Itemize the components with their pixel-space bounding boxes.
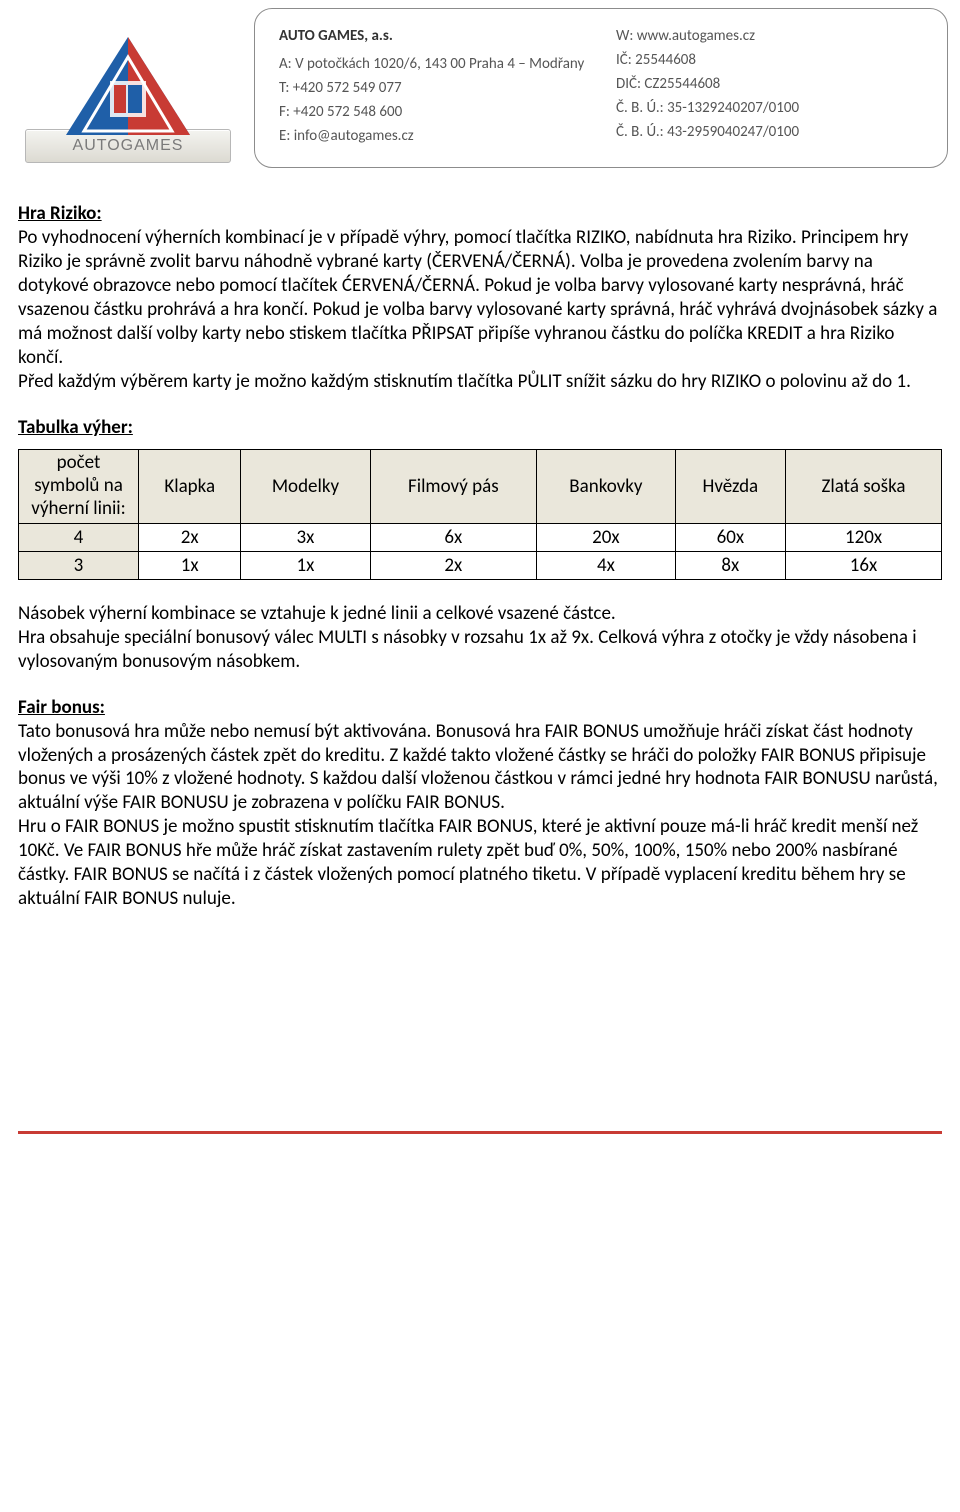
table-header: Hvězda <box>675 450 785 523</box>
company-web: W: www.autogames.cz <box>616 27 923 45</box>
fair-title: Fair bonus: <box>18 696 942 720</box>
riziko-title: Hra Riziko: <box>18 202 942 226</box>
table-title: Tabulka výher: <box>18 416 942 440</box>
document-body: Hra Riziko: Po vyhodnocení výherních kom… <box>0 192 960 911</box>
table-header: Modelky <box>241 450 370 523</box>
table-cell: 120x <box>786 523 942 551</box>
page-header: AUTOGAMES AUTO GAMES, a.s. A: V potočkác… <box>0 0 960 192</box>
company-name: AUTO GAMES, a.s. <box>279 27 586 45</box>
table-header: Bankovky <box>537 450 676 523</box>
below-table-p1: Násobek výherní kombinace se vztahuje k … <box>18 602 942 626</box>
company-info-col-1: AUTO GAMES, a.s. A: V potočkách 1020/6, … <box>279 27 586 151</box>
table-cell: 8x <box>675 551 785 579</box>
table-cell: 2x <box>139 523 241 551</box>
table-row: počet symbolů na výherní linii:KlapkaMod… <box>19 450 942 523</box>
table-cell: 20x <box>537 523 676 551</box>
fair-paragraph-2: Hru o FAIR BONUS je možno spustit stiskn… <box>18 815 942 911</box>
table-header: Filmový pás <box>370 450 537 523</box>
company-acc2: Č. B. Ú.: 43-2959040247/0100 <box>616 123 923 141</box>
company-email: E: info@autogames.cz <box>279 127 586 145</box>
logo: AUTOGAMES <box>12 8 244 188</box>
fair-paragraph-1: Tato bonusová hra může nebo nemusí být a… <box>18 720 942 816</box>
company-dic: DIČ: CZ25544608 <box>616 75 923 93</box>
table-row: 31x1x2x4x8x16x <box>19 551 942 579</box>
company-tel: T: +420 572 549 077 <box>279 79 586 97</box>
table-header: Klapka <box>139 450 241 523</box>
company-info-col-2: W: www.autogames.cz IČ: 25544608 DIČ: CZ… <box>616 27 923 151</box>
table-cell: 1x <box>139 551 241 579</box>
footer-rule <box>18 1131 942 1134</box>
table-cell: 4x <box>537 551 676 579</box>
table-cell: 6x <box>370 523 537 551</box>
company-fax: F: +420 572 548 600 <box>279 103 586 121</box>
table-row-label: 3 <box>19 551 139 579</box>
table-cell: 1x <box>241 551 370 579</box>
below-table-p2: Hra obsahuje speciální bonusový válec MU… <box>18 626 942 674</box>
table-cell: 16x <box>786 551 942 579</box>
company-address: A: V potočkách 1020/6, 143 00 Praha 4 – … <box>279 55 586 73</box>
company-info-box: AUTO GAMES, a.s. A: V potočkách 1020/6, … <box>254 8 948 168</box>
table-row-label: 4 <box>19 523 139 551</box>
table-cell: 3x <box>241 523 370 551</box>
logo-triangle-icon <box>58 33 198 143</box>
riziko-paragraph-2: Před každým výběrem karty je možno každý… <box>18 370 942 394</box>
company-acc1: Č. B. Ú.: 35-1329240207/0100 <box>616 99 923 117</box>
table-row: 42x3x6x20x60x120x <box>19 523 942 551</box>
table-cell: 2x <box>370 551 537 579</box>
table-header: Zlatá soška <box>786 450 942 523</box>
win-table: počet symbolů na výherní linii:KlapkaMod… <box>18 449 942 579</box>
company-ic: IČ: 25544608 <box>616 51 923 69</box>
table-header-rowlabel: počet symbolů na výherní linii: <box>19 450 139 523</box>
riziko-paragraph-1: Po vyhodnocení výherních kombinací je v … <box>18 226 942 370</box>
table-cell: 60x <box>675 523 785 551</box>
